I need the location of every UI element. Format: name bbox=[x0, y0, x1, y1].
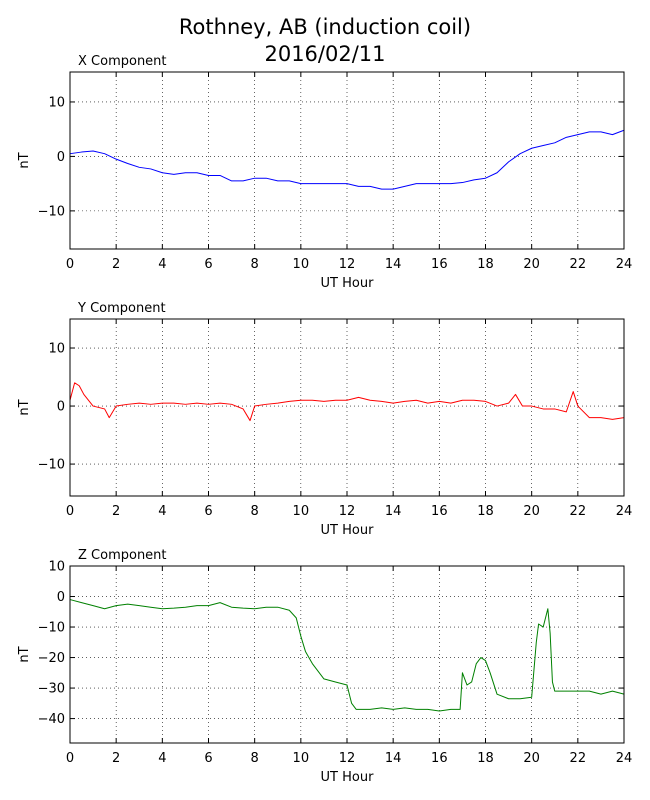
z-component-ytick-label-0: −40 bbox=[38, 712, 65, 727]
z-component-ytick-label-2: −20 bbox=[38, 651, 65, 666]
x-component-title: X Component bbox=[78, 54, 167, 69]
y-component-xtick-label-4: 8 bbox=[251, 504, 259, 519]
x-component-xtick-label-6: 12 bbox=[339, 257, 356, 272]
x-component-xtick-label-12: 24 bbox=[616, 257, 633, 272]
x-component-xtick-label-1: 2 bbox=[112, 257, 120, 272]
x-component-xtick-label-5: 10 bbox=[293, 257, 310, 272]
x-component-xtick-label-3: 6 bbox=[204, 257, 212, 272]
z-component-ytick-label-1: −30 bbox=[38, 682, 65, 697]
x-component-xtick-label-11: 22 bbox=[570, 257, 587, 272]
y-component-xtick-label-6: 12 bbox=[339, 504, 356, 519]
x-component-xtick-label-7: 14 bbox=[385, 257, 402, 272]
y-component-ytick-label-1: 0 bbox=[57, 400, 65, 415]
y-component-xtick-label-5: 10 bbox=[293, 504, 310, 519]
z-component-xtick-label-5: 10 bbox=[293, 751, 310, 766]
z-component-xtick-label-7: 14 bbox=[385, 751, 402, 766]
y-component-xtick-label-1: 2 bbox=[112, 504, 120, 519]
x-component-ytick-label-0: −10 bbox=[38, 204, 65, 219]
y-component-xtick-label-11: 22 bbox=[570, 504, 587, 519]
y-component-ylabel: nT bbox=[17, 399, 32, 415]
z-component-xtick-label-8: 16 bbox=[431, 751, 448, 766]
x-component-xlabel: UT Hour bbox=[321, 276, 375, 291]
z-component-ylabel: nT bbox=[17, 646, 32, 662]
z-component-ytick-label-3: −10 bbox=[38, 621, 65, 636]
y-component-xtick-label-2: 4 bbox=[158, 504, 166, 519]
z-component-title: Z Component bbox=[78, 548, 167, 563]
y-component-ytick-label-0: −10 bbox=[38, 458, 65, 473]
z-component-ytick-label-4: 0 bbox=[57, 590, 65, 605]
z-component-ytick-label-5: 10 bbox=[48, 560, 65, 575]
y-component-title: Y Component bbox=[77, 301, 166, 316]
x-component-xtick-label-10: 20 bbox=[523, 257, 540, 272]
y-component-xlabel: UT Hour bbox=[321, 523, 375, 538]
y-component-xtick-label-3: 6 bbox=[204, 504, 212, 519]
z-component-xtick-label-1: 2 bbox=[112, 751, 120, 766]
y-component-xtick-label-0: 0 bbox=[66, 504, 74, 519]
x-component-ylabel: nT bbox=[17, 152, 32, 168]
x-component-xtick-label-4: 8 bbox=[251, 257, 259, 272]
z-component-xtick-label-11: 22 bbox=[570, 751, 587, 766]
z-component-xtick-label-9: 18 bbox=[477, 751, 494, 766]
y-component-xtick-label-7: 14 bbox=[385, 504, 402, 519]
x-component-ytick-label-1: 0 bbox=[57, 150, 65, 165]
y-component-xtick-label-10: 20 bbox=[523, 504, 540, 519]
y-component-xtick-label-8: 16 bbox=[431, 504, 448, 519]
z-component-xtick-label-2: 4 bbox=[158, 751, 166, 766]
z-component-xtick-label-10: 20 bbox=[523, 751, 540, 766]
z-component-xtick-label-12: 24 bbox=[616, 751, 633, 766]
figure-title-line1: Rothney, AB (induction coil) bbox=[179, 15, 471, 39]
x-component-xtick-label-2: 4 bbox=[158, 257, 166, 272]
x-component-series-line bbox=[69, 129, 625, 190]
y-component-xtick-label-9: 18 bbox=[477, 504, 494, 519]
z-component-xtick-label-3: 6 bbox=[204, 751, 212, 766]
z-component-xtick-label-6: 12 bbox=[339, 751, 356, 766]
z-component-xlabel: UT Hour bbox=[321, 770, 375, 785]
z-component-xtick-label-4: 8 bbox=[251, 751, 259, 766]
x-component-ytick-label-2: 10 bbox=[48, 95, 65, 110]
x-component-xtick-label-0: 0 bbox=[66, 257, 74, 272]
z-component-xtick-label-0: 0 bbox=[66, 751, 74, 766]
y-component-ytick-label-2: 10 bbox=[48, 342, 65, 357]
figure-title-line2: 2016/02/11 bbox=[264, 42, 385, 66]
y-component-xtick-label-12: 24 bbox=[616, 504, 633, 519]
x-component-xtick-label-9: 18 bbox=[477, 257, 494, 272]
z-component-series-line bbox=[69, 599, 625, 712]
y-component-series-line bbox=[69, 382, 625, 422]
x-component-xtick-label-8: 16 bbox=[431, 257, 448, 272]
